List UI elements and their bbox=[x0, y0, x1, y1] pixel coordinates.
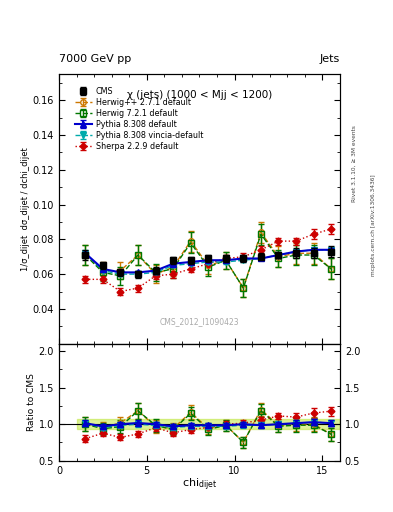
Y-axis label: Ratio to CMS: Ratio to CMS bbox=[27, 373, 36, 431]
Text: CMS_2012_I1090423: CMS_2012_I1090423 bbox=[160, 317, 239, 327]
Text: Rivet 3.1.10, ≥ 3M events: Rivet 3.1.10, ≥ 3M events bbox=[352, 125, 357, 202]
Text: χ (jets) (1000 < Mjj < 1200): χ (jets) (1000 < Mjj < 1200) bbox=[127, 91, 272, 100]
Legend: CMS, Herwig++ 2.7.1 default, Herwig 7.2.1 default, Pythia 8.308 default, Pythia : CMS, Herwig++ 2.7.1 default, Herwig 7.2.… bbox=[72, 83, 206, 154]
X-axis label: chi$_\mathregular{dijet}$: chi$_\mathregular{dijet}$ bbox=[182, 477, 217, 494]
Text: 7000 GeV pp: 7000 GeV pp bbox=[59, 54, 131, 64]
Y-axis label: 1/σ_dijet  dσ_dijet / dchi_dijet: 1/σ_dijet dσ_dijet / dchi_dijet bbox=[21, 147, 30, 271]
Text: mcplots.cern.ch [arXiv:1306.3436]: mcplots.cern.ch [arXiv:1306.3436] bbox=[371, 175, 376, 276]
Text: Jets: Jets bbox=[320, 54, 340, 64]
